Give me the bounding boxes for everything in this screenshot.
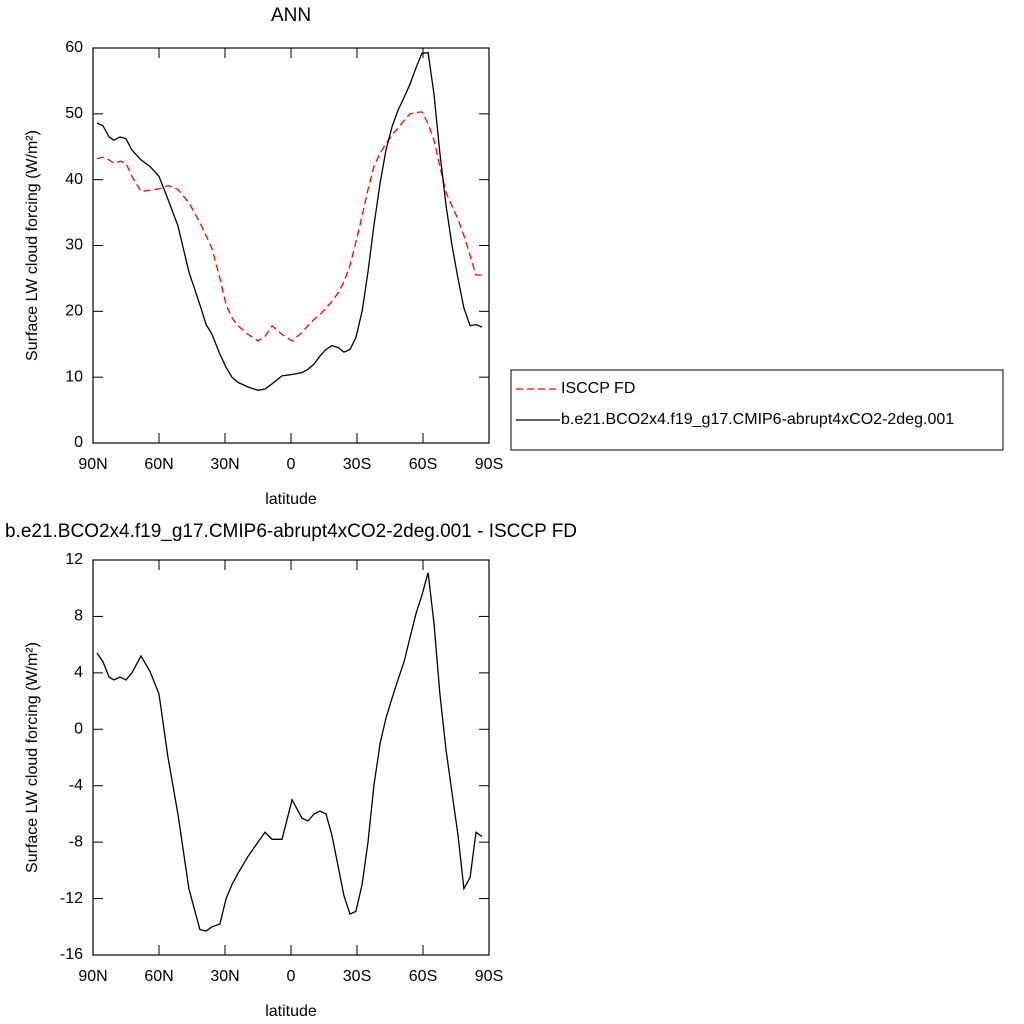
- y-tick-label: -4: [69, 777, 83, 794]
- y-tick-label: 0: [74, 434, 83, 451]
- y-tick-label: -16: [60, 946, 83, 963]
- y-tick-label: 20: [65, 303, 83, 320]
- x-axis-label: latitude: [265, 1003, 317, 1020]
- y-tick-label: -12: [60, 890, 83, 907]
- y-tick-label: 40: [65, 171, 83, 188]
- y-tick-label: 8: [74, 608, 83, 625]
- chart-title: ANN: [271, 5, 311, 26]
- y-axis-label: Surface LW cloud forcing (W/m²): [24, 642, 41, 873]
- plot-frame: [92, 47, 490, 444]
- x-tick-label: 30N: [210, 968, 239, 985]
- y-tick-label: 50: [65, 105, 83, 122]
- x-tick-label: 0: [287, 456, 296, 473]
- x-tick-label: 90S: [475, 968, 503, 985]
- y-tick-label: 30: [65, 237, 83, 254]
- plot-frame: [92, 559, 490, 956]
- y-tick-label: 4: [74, 664, 83, 681]
- x-tick-label: 60S: [409, 968, 437, 985]
- y-tick-label: 10: [65, 368, 83, 385]
- data-line: [96, 51, 483, 391]
- legend-label: ISCCP FD: [561, 380, 635, 397]
- data-line: [96, 572, 483, 932]
- chart-title: b.e21.BCO2x4.f19_g17.CMIP6-abrupt4xCO2-2…: [5, 521, 577, 542]
- x-tick-label: 60N: [144, 456, 173, 473]
- y-tick-label: 60: [65, 39, 83, 56]
- data-line: [96, 111, 482, 342]
- x-tick-label: 60N: [144, 968, 173, 985]
- legend-label: b.e21.BCO2x4.f19_g17.CMIP6-abrupt4xCO2-2…: [561, 411, 954, 428]
- y-tick-label: 12: [65, 551, 83, 568]
- y-tick-label: 0: [74, 721, 83, 738]
- x-tick-label: 90S: [475, 456, 503, 473]
- x-axis-label: latitude: [265, 491, 317, 508]
- x-tick-label: 0: [287, 968, 296, 985]
- y-axis-label: Surface LW cloud forcing (W/m²): [24, 130, 41, 361]
- legend-box: [510, 369, 1004, 451]
- x-tick-label: 90N: [78, 456, 107, 473]
- x-tick-label: 60S: [409, 456, 437, 473]
- x-tick-label: 30S: [343, 456, 371, 473]
- x-tick-label: 90N: [78, 968, 107, 985]
- x-tick-label: 30S: [343, 968, 371, 985]
- y-tick-label: -8: [69, 833, 83, 850]
- x-tick-label: 30N: [210, 456, 239, 473]
